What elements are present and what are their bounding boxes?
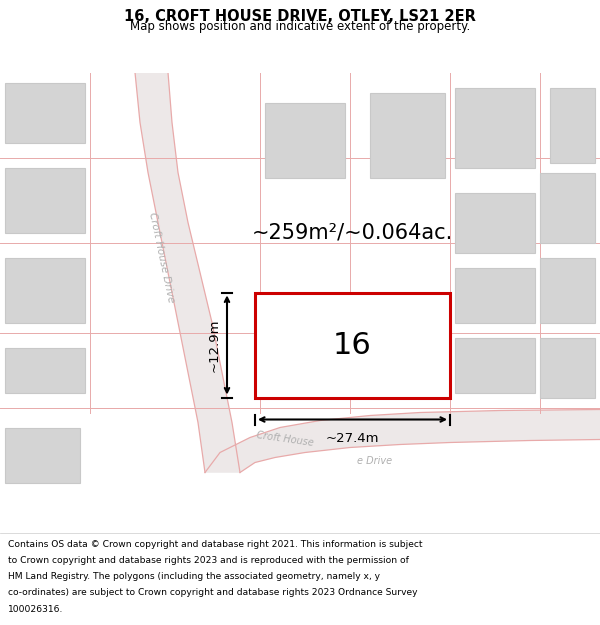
Polygon shape [135, 72, 240, 472]
Bar [255, 292, 450, 398]
Bar [455, 192, 535, 253]
Bar [5, 428, 80, 483]
Bar [5, 168, 85, 232]
Text: ~259m²/~0.064ac.: ~259m²/~0.064ac. [252, 222, 453, 243]
Text: Croft House: Croft House [256, 431, 314, 449]
Bar [540, 258, 595, 322]
Bar [5, 348, 85, 392]
Bar [455, 338, 535, 392]
Text: ~27.4m: ~27.4m [326, 431, 379, 444]
Text: e Drive: e Drive [358, 456, 392, 466]
Bar [5, 258, 85, 322]
Text: 16: 16 [333, 331, 372, 359]
Text: co-ordinates) are subject to Crown copyright and database rights 2023 Ordnance S: co-ordinates) are subject to Crown copyr… [8, 589, 418, 598]
Bar [540, 338, 595, 398]
Bar [370, 92, 445, 178]
Text: Croft House Drive: Croft House Drive [148, 211, 176, 304]
Text: ~12.9m: ~12.9m [208, 318, 221, 372]
Text: 16, CROFT HOUSE DRIVE, OTLEY, LS21 2ER: 16, CROFT HOUSE DRIVE, OTLEY, LS21 2ER [124, 9, 476, 24]
Bar [455, 88, 535, 168]
Bar [5, 82, 85, 142]
Text: HM Land Registry. The polygons (including the associated geometry, namely x, y: HM Land Registry. The polygons (includin… [8, 572, 380, 581]
Text: to Crown copyright and database rights 2023 and is reproduced with the permissio: to Crown copyright and database rights 2… [8, 556, 409, 565]
Bar [540, 173, 595, 242]
Bar [455, 268, 535, 322]
Bar [265, 102, 345, 178]
Text: Map shows position and indicative extent of the property.: Map shows position and indicative extent… [130, 20, 470, 33]
Text: 100026316.: 100026316. [8, 604, 63, 614]
Polygon shape [205, 409, 600, 472]
Text: Contains OS data © Crown copyright and database right 2021. This information is : Contains OS data © Crown copyright and d… [8, 540, 422, 549]
Bar [550, 88, 595, 162]
